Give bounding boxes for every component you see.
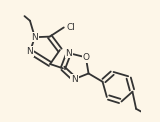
Text: O: O [82, 53, 89, 62]
Text: N: N [27, 47, 33, 56]
Text: N: N [65, 49, 72, 58]
Text: N: N [71, 75, 78, 84]
Text: Cl: Cl [67, 23, 76, 32]
Text: N: N [32, 33, 38, 42]
